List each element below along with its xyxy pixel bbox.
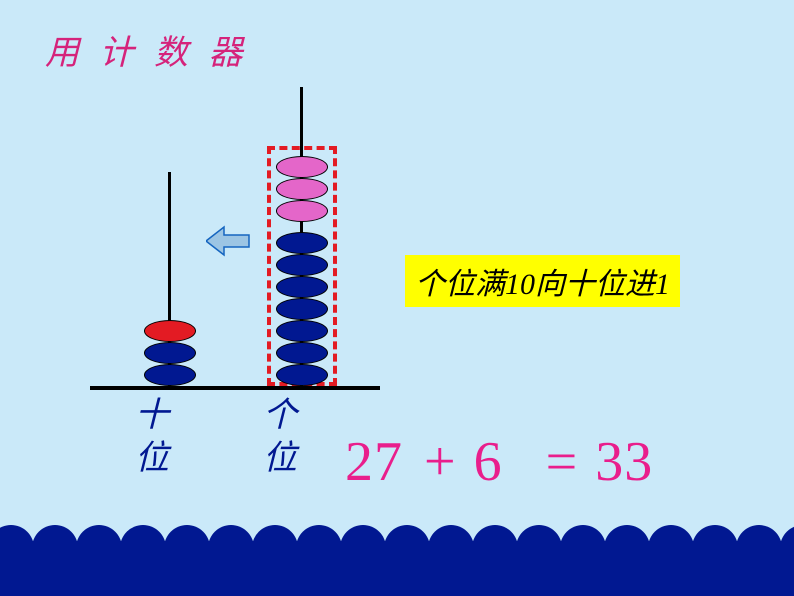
equation: 27 + 6 = 33 xyxy=(345,430,653,494)
bead-ones xyxy=(276,232,328,254)
bead-ones xyxy=(276,276,328,298)
bead-tens xyxy=(144,342,196,364)
bead-ones xyxy=(276,342,328,364)
bead-ones xyxy=(276,364,328,386)
eq-eq: = xyxy=(546,430,579,494)
eq-res: 33 xyxy=(595,430,653,494)
carry-arrow xyxy=(206,225,251,262)
bead-ones xyxy=(276,320,328,342)
ones-label-bottom: 位 xyxy=(263,438,297,481)
ones-label-top: 个 xyxy=(263,395,297,438)
bead-ones xyxy=(276,178,328,200)
bead-ones xyxy=(276,298,328,320)
tens-label-top: 十 xyxy=(135,395,169,438)
abacus-base xyxy=(90,386,380,390)
eq-n1: 27 xyxy=(345,430,403,494)
bead-ones xyxy=(276,156,328,178)
bead-tens xyxy=(144,320,196,342)
bead-tens xyxy=(144,364,196,386)
eq-n2: 6 xyxy=(474,430,503,494)
bead-ones xyxy=(276,254,328,276)
bead-ones xyxy=(276,200,328,222)
wave-fill xyxy=(0,541,794,596)
page-title: 用 计 数 器 xyxy=(45,25,249,74)
eq-op: + xyxy=(424,430,457,494)
abacus xyxy=(90,90,380,390)
tens-label-bottom: 位 xyxy=(135,438,169,481)
ones-label: 个 位 xyxy=(263,395,297,480)
carry-rule-box: 个位满10向十位进1 xyxy=(405,255,680,307)
tens-label: 十 位 xyxy=(135,395,169,480)
